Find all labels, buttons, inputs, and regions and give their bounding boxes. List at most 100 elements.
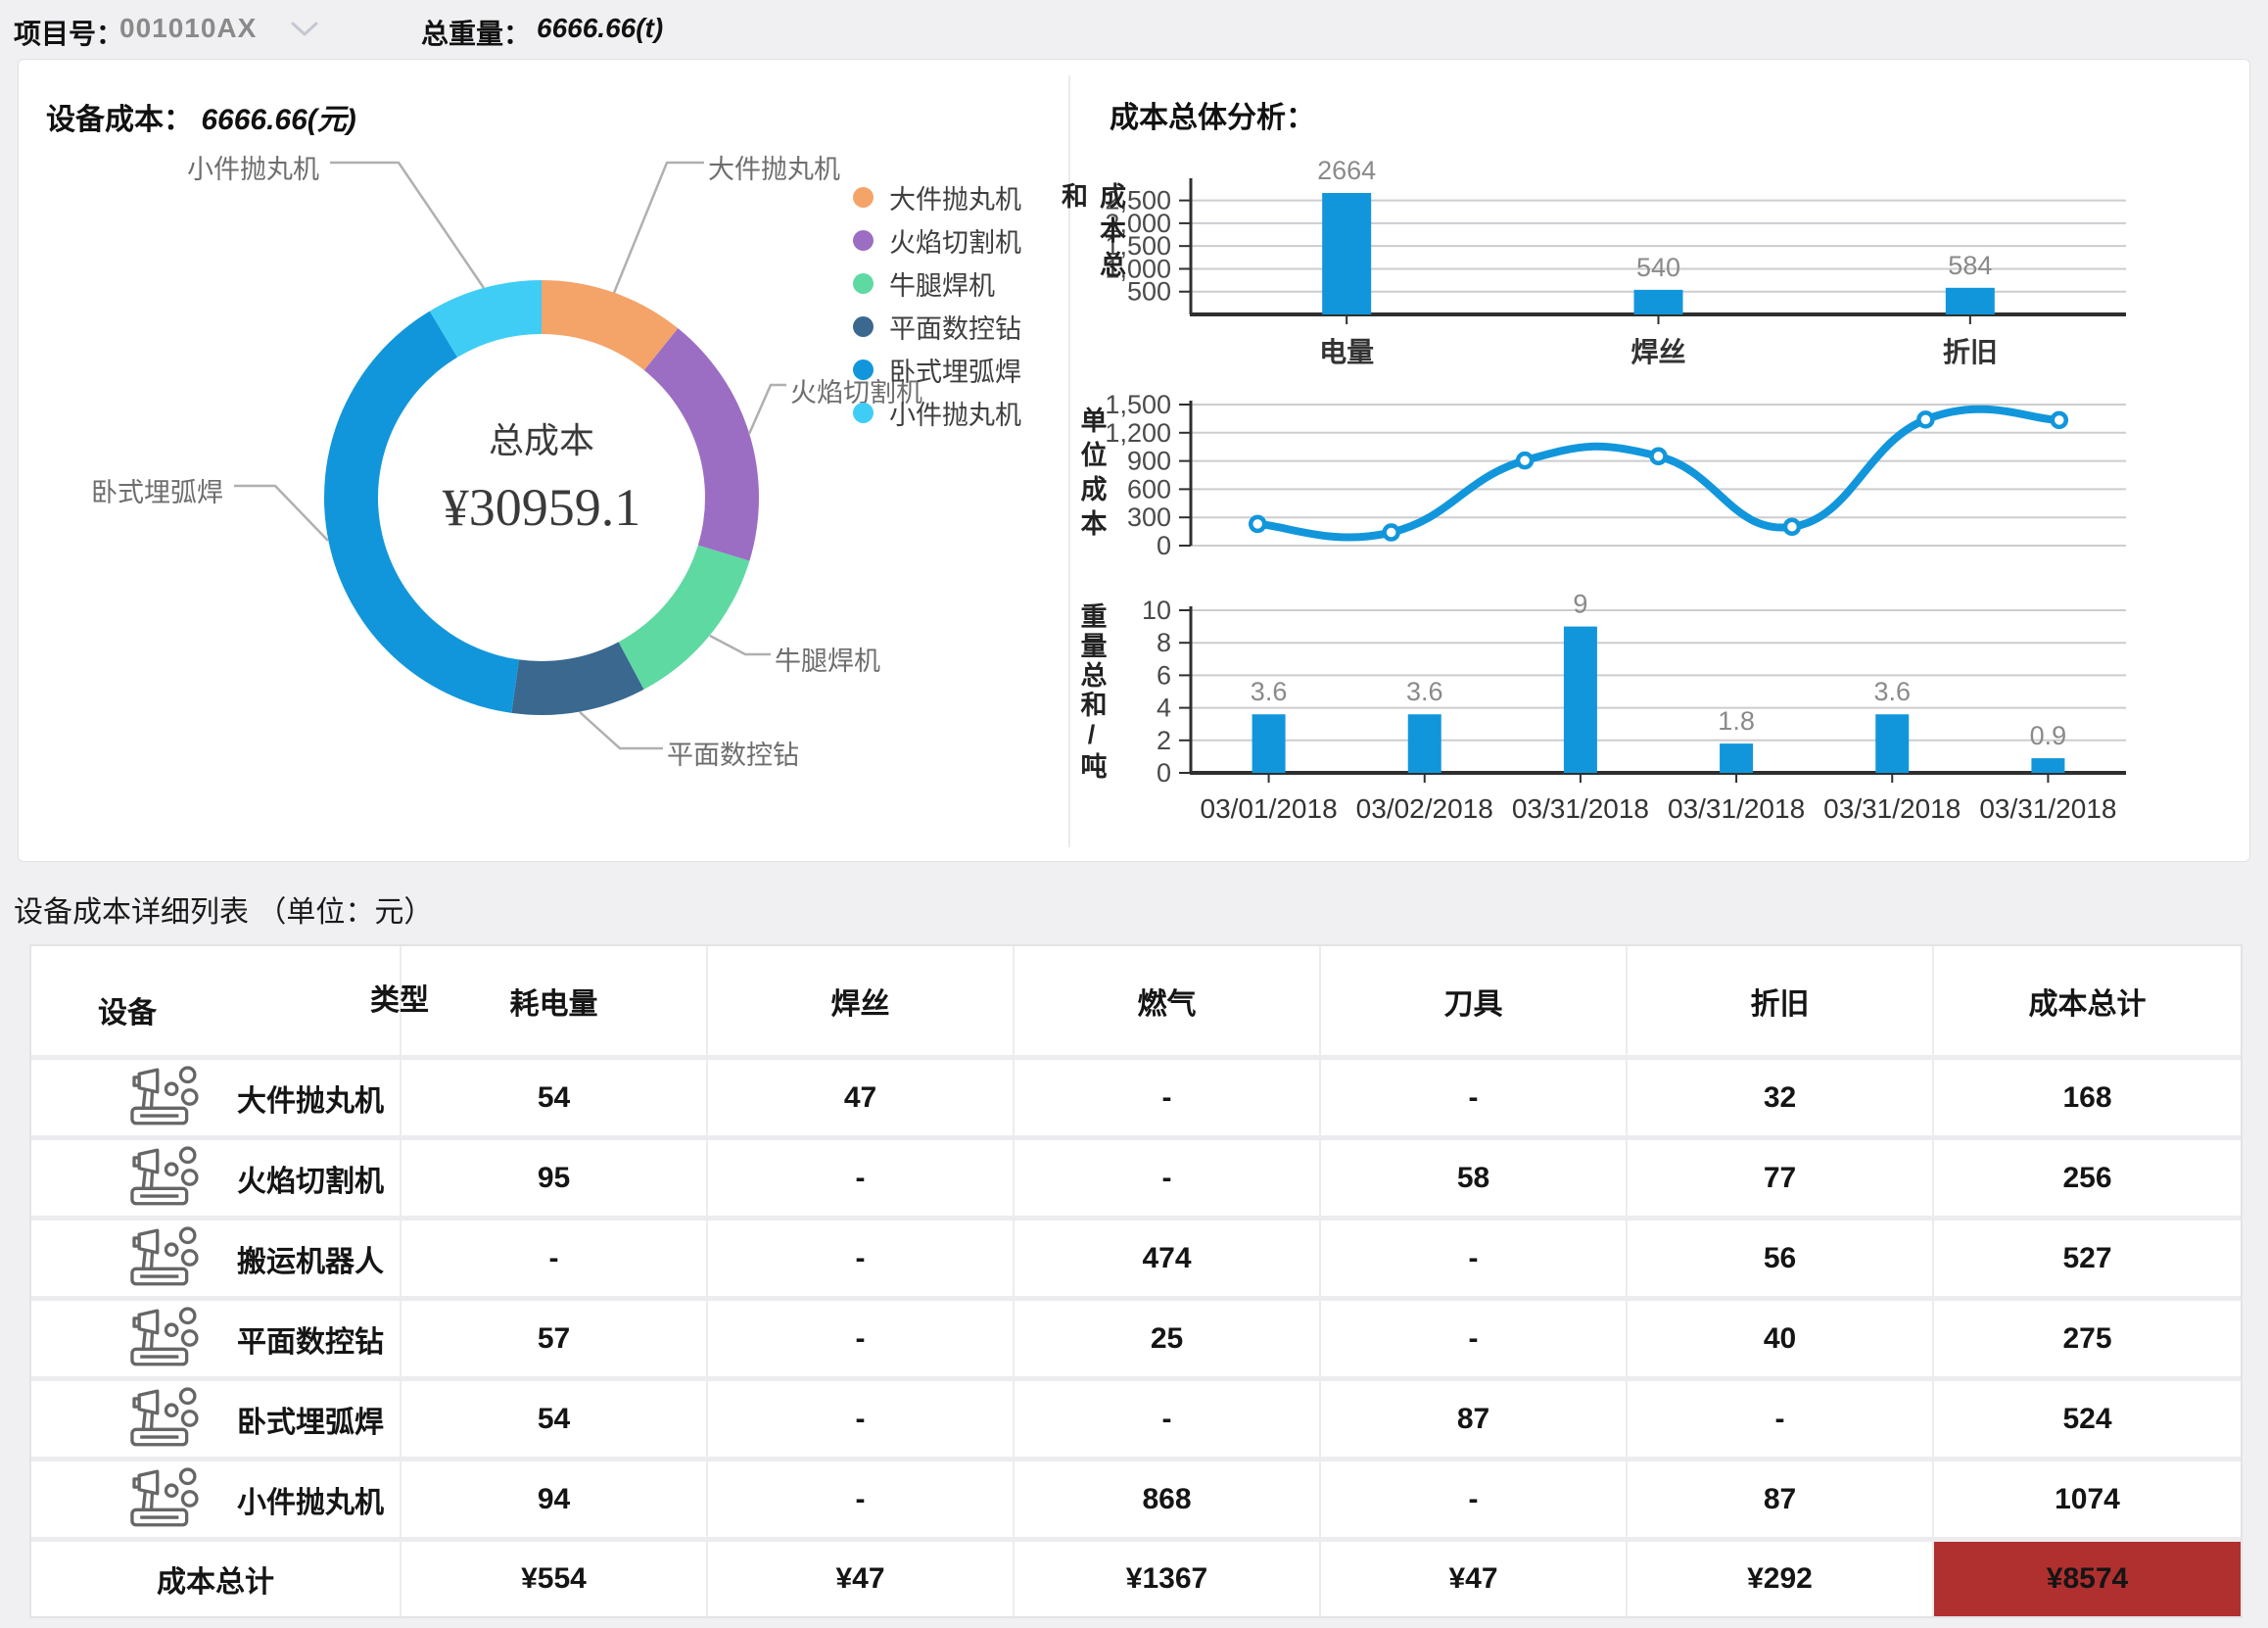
svg-text:0: 0: [1157, 531, 1171, 560]
legend-item[interactable]: 牛腿焊机: [853, 262, 1021, 305]
legend-item[interactable]: 平面数控钻: [853, 305, 1021, 348]
svg-text:10: 10: [1142, 596, 1171, 625]
value-cell: 87: [1628, 1461, 1934, 1542]
device-name: 小件抛丸机: [237, 1486, 384, 1519]
bar: [1875, 714, 1910, 773]
value-cell: -: [1015, 1381, 1321, 1461]
column-header: 耗电量: [402, 946, 708, 1060]
weight-sum-axis-label: 重量总和/吨: [1076, 601, 1107, 782]
device-name: 卧式埋弧焊: [237, 1406, 384, 1439]
device-cell: 搬运机器人: [31, 1221, 402, 1301]
donut-slice[interactable]: [511, 642, 644, 716]
legend-item[interactable]: 小件抛丸机: [853, 391, 1021, 434]
legend-item[interactable]: 卧式埋弧焊: [853, 348, 1021, 391]
bar-value-label: 3.6: [1251, 677, 1288, 706]
svg-text:1,500: 1,500: [1105, 390, 1171, 419]
footer-total-cell: ¥554: [402, 1542, 708, 1616]
legend-item[interactable]: 大件抛丸机: [853, 175, 1021, 218]
data-point-marker: [2050, 410, 2069, 430]
machine-icon: [130, 1466, 199, 1526]
cost-sum-axis-label: 成本总和: [1058, 182, 1125, 285]
panel-divider: [1068, 75, 1070, 847]
svg-text:2,000: 2,000: [1105, 209, 1171, 238]
donut-slice[interactable]: [618, 545, 750, 690]
legend-swatch-icon: [853, 315, 874, 337]
machine-icon: [130, 1065, 199, 1125]
bar-value-label: 3.6: [1873, 677, 1911, 706]
value-cell: -: [1321, 1301, 1628, 1381]
donut-center-title: 总成本: [488, 421, 594, 460]
device-cell: 火焰切割机: [31, 1140, 402, 1221]
bar: [1322, 192, 1372, 314]
data-point-marker: [1248, 514, 1267, 534]
legend-swatch-icon: [853, 272, 874, 294]
bar-value-label: 3.6: [1406, 677, 1443, 706]
x-axis-category-label: 03/02/2018: [1356, 793, 1493, 824]
x-axis-category-label: 电量: [1319, 337, 1374, 367]
donut-slice[interactable]: [542, 280, 679, 370]
value-cell: -: [1321, 1461, 1628, 1542]
svg-text:6: 6: [1157, 660, 1171, 690]
donut-center-value: ¥30959.1: [442, 478, 641, 537]
legend-swatch-icon: [853, 402, 874, 423]
bar-value-label: 540: [1636, 253, 1680, 282]
device-cell: 卧式埋弧焊: [31, 1381, 402, 1461]
corner-type-label: 类型: [370, 984, 429, 1017]
project-number-value[interactable]: 001010AX: [119, 13, 258, 43]
x-axis-category-label: 03/31/2018: [1979, 793, 2116, 824]
table-row: 火焰切割机 95- -58 77 256: [31, 1140, 2241, 1221]
svg-text:0: 0: [1157, 758, 1171, 788]
value-cell: 47: [708, 1060, 1015, 1140]
callout-connector-line: [612, 161, 704, 294]
table-row: 搬运机器人 - -474-56 527: [31, 1221, 2241, 1301]
table-section-title: 设备成本详细列表 （单位：元）: [14, 896, 434, 929]
value-cell: 474: [1015, 1221, 1321, 1301]
legend-swatch-icon: [853, 186, 874, 208]
value-cell: -: [708, 1381, 1015, 1461]
donut-slice[interactable]: [643, 328, 759, 561]
analysis-panel: 成本总体分析： 500 1,000 1,500 2,000 2,500 2664 电量 540…: [1058, 60, 2249, 863]
donut-slice[interactable]: [429, 280, 542, 358]
value-cell: 87: [1321, 1381, 1628, 1461]
value-cell: 95: [402, 1140, 708, 1221]
value-cell: 58: [1321, 1140, 1628, 1221]
device-cost-title-label: 设备成本：: [46, 104, 193, 136]
value-cell: 275: [1934, 1301, 2241, 1381]
bar-value-label: 1.8: [1718, 706, 1755, 736]
callout-connector-line: [747, 383, 786, 435]
value-cell: 25: [1015, 1301, 1321, 1381]
callout-connector-line: [330, 161, 486, 289]
corner-header-cell: 类型 设备: [31, 946, 429, 1060]
legend-item[interactable]: 火焰切割机: [853, 218, 1021, 262]
svg-text:1,200: 1,200: [1105, 418, 1171, 448]
svg-text:8: 8: [1157, 628, 1171, 657]
bar: [1945, 287, 1995, 314]
donut-slice[interactable]: [323, 311, 519, 713]
chevron-down-icon[interactable]: [290, 20, 319, 39]
callout-connector-line: [709, 634, 771, 656]
data-point-marker: [1916, 410, 1935, 429]
svg-text:1,000: 1,000: [1105, 254, 1171, 283]
value-cell: -: [1015, 1060, 1321, 1140]
table-row: 大件抛丸机 54 47- -32 168: [31, 1060, 2241, 1140]
x-axis-category-label: 折旧: [1943, 337, 1998, 367]
bar: [1720, 743, 1754, 773]
value-cell: -: [1015, 1140, 1321, 1221]
legend-label: 火焰切割机: [889, 227, 1021, 258]
value-cell: -: [708, 1461, 1015, 1542]
bar: [1563, 626, 1597, 773]
table-footer: 成本总计 ¥554 ¥47 ¥1367 ¥47 ¥292 ¥8574: [31, 1542, 2241, 1616]
svg-text:600: 600: [1127, 474, 1171, 503]
data-point-marker: [1382, 523, 1400, 542]
table-row: 小件抛丸机 94-868-87 1074: [31, 1461, 2241, 1542]
value-cell: -: [402, 1221, 708, 1301]
value-cell: -: [1321, 1060, 1628, 1140]
column-header: 焊丝: [708, 946, 1015, 1060]
donut-callout-label: 牛腿焊机: [775, 646, 880, 676]
legend-label: 大件抛丸机: [889, 184, 1021, 215]
x-axis-category-label: 03/31/2018: [1823, 793, 1961, 824]
donut-legend: 大件抛丸机火焰切割机牛腿焊机 平面数控钻 卧式埋弧焊 小件抛丸机: [853, 175, 1021, 434]
svg-text:2,500: 2,500: [1105, 186, 1171, 215]
value-cell: 1074: [1934, 1461, 2241, 1542]
table-header: 类型 设备 耗电量 焊丝 燃气 刀具 折旧 成本总计: [31, 946, 2241, 1060]
